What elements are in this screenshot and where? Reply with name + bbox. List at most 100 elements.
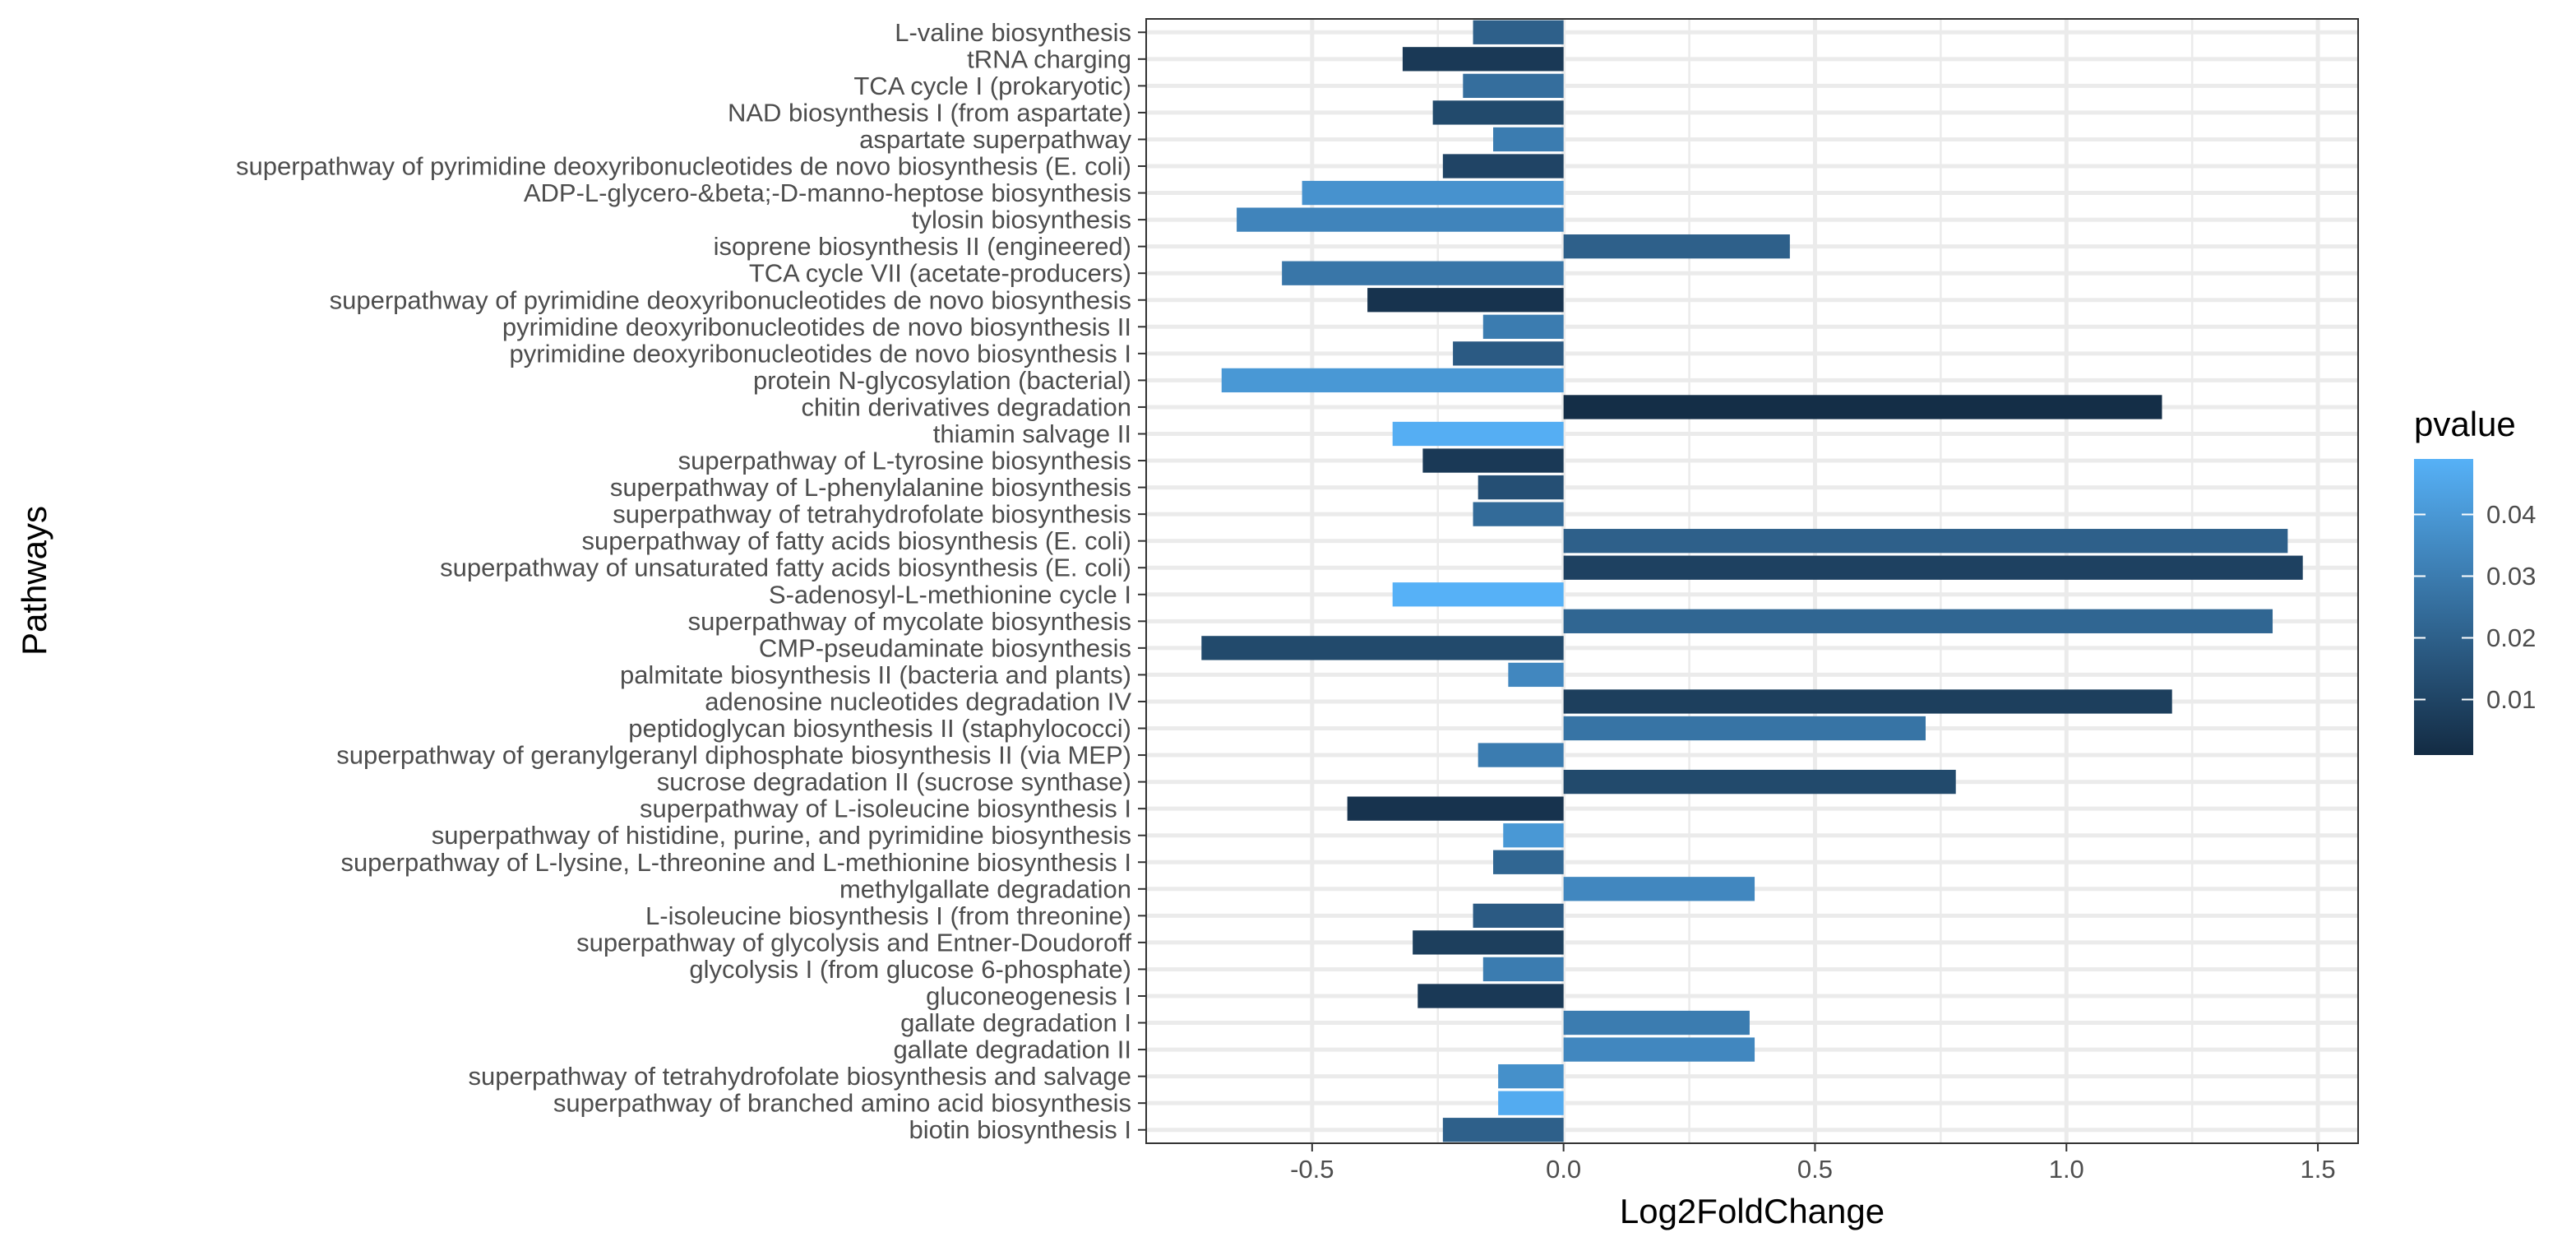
y-tick-label: NAD biosynthesis I (from aspartate) (728, 98, 1131, 127)
y-tick-label: superpathway of unsaturated fatty acids … (440, 554, 1131, 582)
y-tick-label: TCA cycle I (prokaryotic) (853, 72, 1131, 100)
x-tick-label: 1.0 (2049, 1155, 2084, 1184)
bar (1473, 903, 1564, 928)
y-tick-label: superpathway of L-lysine, L-threonine an… (340, 848, 1131, 877)
y-axis-title: Pathways (15, 506, 53, 656)
y-tick-label: tRNA charging (967, 44, 1131, 73)
bar (1508, 662, 1564, 688)
bar (1563, 716, 1926, 741)
y-tick-label: aspartate superpathway (859, 125, 1131, 154)
bar (1453, 341, 1564, 366)
y-tick-label: superpathway of tetrahydrofolate biosynt… (613, 500, 1131, 529)
bar (1498, 1063, 1564, 1089)
x-tick-label: 0.0 (1546, 1155, 1581, 1184)
plot-panel (1146, 19, 2358, 1143)
y-tick-label: tylosin biosynthesis (912, 206, 1131, 234)
bar (1478, 743, 1564, 767)
bar (1413, 930, 1564, 955)
y-tick-label: superpathway of glycolysis and Entner-Do… (576, 928, 1131, 957)
y-tick-label: glycolysis I (from glucose 6-phosphate) (689, 955, 1131, 984)
x-tick-label: -0.5 (1290, 1155, 1334, 1184)
y-tick-label: TCA cycle VII (acetate-producers) (749, 259, 1131, 288)
legend-tick-label: 0.01 (2486, 685, 2536, 714)
y-tick-label: gluconeogenesis I (926, 981, 1131, 1010)
y-tick-label: superpathway of L-isoleucine biosynthesi… (640, 795, 1131, 823)
bar (1563, 1010, 1750, 1036)
y-tick-label: pyrimidine deoxyribonucleotides de novo … (502, 313, 1131, 341)
bar (1432, 100, 1564, 125)
bar (1201, 636, 1564, 660)
y-tick-label: peptidoglycan biosynthesis II (staphyloc… (628, 714, 1131, 743)
bar (1563, 234, 1790, 259)
y-tick-label: superpathway of histidine, purine, and p… (432, 821, 1131, 850)
bar (1367, 288, 1564, 313)
y-tick-label: superpathway of tetrahydrofolate biosynt… (469, 1062, 1132, 1091)
bar (1563, 769, 1956, 795)
y-tick-label: thiamin salvage II (933, 419, 1131, 448)
bar (1442, 154, 1564, 178)
y-tick-label: pyrimidine deoxyribonucleotides de novo … (510, 339, 1132, 368)
bar (1422, 448, 1564, 473)
bar (1442, 1118, 1564, 1142)
bar (1473, 20, 1564, 44)
bar (1237, 207, 1564, 232)
y-tick-label: isoprene biosynthesis II (engineered) (714, 232, 1131, 261)
y-tick-label: L-valine biosynthesis (895, 18, 1131, 47)
y-tick-label: sucrose degradation II (sucrose synthase… (657, 767, 1131, 796)
y-tick-label: superpathway of mycolate biosynthesis (688, 607, 1131, 636)
y-tick-label: adenosine nucleotides degradation IV (705, 687, 1131, 716)
bar (1392, 582, 1564, 607)
y-tick-label: L-isoleucine biosynthesis I (from threon… (645, 901, 1131, 930)
y-tick-label: methylgallate degradation (839, 874, 1131, 903)
legend-colorbar (2414, 459, 2473, 755)
y-tick-label: gallate degradation I (900, 1008, 1131, 1037)
y-tick-label: biotin biosynthesis I (909, 1115, 1131, 1144)
y-tick-label: chitin derivatives degradation (801, 392, 1131, 421)
y-tick-label: palmitate biosynthesis II (bacteria and … (620, 660, 1131, 689)
bar (1473, 502, 1564, 526)
legend-tick-label: 0.02 (2486, 623, 2536, 652)
bar (1417, 984, 1564, 1008)
bar (1482, 957, 1564, 982)
x-tick-label: 1.5 (2301, 1155, 2336, 1184)
y-tick-label: superpathway of fatty acids biosynthesis… (581, 526, 1131, 555)
x-tick-label: 0.5 (1797, 1155, 1833, 1184)
bar (1463, 73, 1564, 99)
bar (1563, 1037, 1755, 1062)
legend-title: pvalue (2414, 405, 2516, 443)
bar (1563, 555, 2303, 580)
y-tick-label: superpathway of pyrimidine deoxyribonucl… (330, 285, 1131, 314)
bar (1392, 421, 1564, 447)
bar (1563, 529, 2288, 554)
bar (1482, 314, 1564, 339)
bar (1402, 47, 1564, 72)
y-tick-label: ADP-L-glycero-&beta;-D-manno-heptose bio… (524, 178, 1131, 207)
bar (1478, 475, 1564, 500)
y-tick-label: gallate degradation II (893, 1036, 1131, 1064)
bar (1563, 689, 2172, 714)
y-tick-label: CMP-pseudaminate biosynthesis (759, 633, 1131, 662)
bar (1498, 1091, 1564, 1115)
y-tick-label: superpathway of branched amino acid bios… (553, 1089, 1131, 1118)
y-tick-label: protein N-glycosylation (bacterial) (753, 366, 1131, 395)
y-tick-label: superpathway of L-tyrosine biosynthesis (678, 447, 1131, 475)
plot-panel-border (1145, 18, 2359, 1144)
bar (1493, 127, 1564, 152)
x-axis-title: Log2FoldChange (1620, 1192, 1885, 1230)
legend-tick-label: 0.04 (2486, 500, 2536, 529)
y-tick-label: superpathway of L-phenylalanine biosynth… (610, 473, 1131, 502)
bar (1221, 368, 1564, 393)
y-tick-label: S-adenosyl-L-methionine cycle I (769, 580, 1131, 609)
bar (1347, 796, 1564, 821)
bar (1563, 609, 2273, 633)
bar (1503, 823, 1564, 848)
y-tick-label: superpathway of pyrimidine deoxyribonucl… (236, 152, 1131, 181)
bar (1493, 850, 1564, 874)
legend: pvalue 0.01 0.02 0.03 0.04 (2414, 405, 2536, 755)
bar (1302, 180, 1564, 206)
bar (1282, 261, 1564, 285)
legend-tick-label: 0.03 (2486, 562, 2536, 591)
bar (1563, 395, 2162, 419)
